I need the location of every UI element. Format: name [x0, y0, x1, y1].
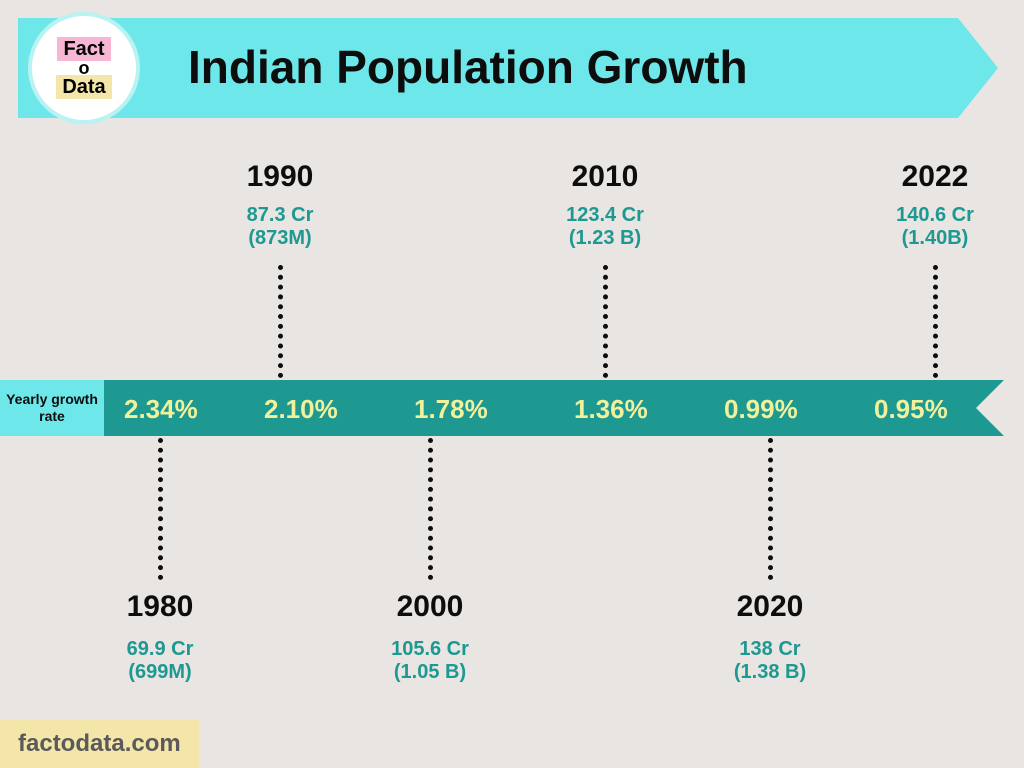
entry-year: 2000 — [350, 590, 510, 624]
entry-population-alt: (699M) — [80, 661, 240, 684]
growth-rate-value: 2.34% — [124, 394, 198, 425]
entry-year: 1980 — [80, 590, 240, 624]
entry-population-cr: 140.6 Cr — [855, 204, 1015, 227]
connector-dots — [768, 438, 773, 580]
connector-dots — [428, 438, 433, 580]
entry-population-cr: 138 Cr — [690, 638, 850, 661]
entry-year: 2010 — [525, 160, 685, 194]
entry-population-alt: (1.23 B) — [525, 227, 685, 250]
connector-dots — [158, 438, 163, 580]
timeline-entry: 2022 140.6 Cr(1.40B) — [855, 160, 1015, 250]
growth-rate-value: 2.10% — [264, 394, 338, 425]
growth-rate-value: 1.78% — [414, 394, 488, 425]
timeline-entry: 2010 123.4 Cr(1.23 B) — [525, 160, 685, 250]
entry-population-cr: 87.3 Cr — [200, 204, 360, 227]
connector-dots — [933, 265, 938, 378]
entry-population-alt: (873M) — [200, 227, 360, 250]
connector-dots — [603, 265, 608, 378]
timeline-entry: 2000 105.6 Cr(1.05 B) — [350, 590, 510, 684]
logo-text-data: Data — [56, 75, 111, 99]
header-banner: Fact o Data Indian Population Growth — [18, 18, 998, 118]
entry-population-alt: (1.05 B) — [350, 661, 510, 684]
entry-population-cr: 123.4 Cr — [525, 204, 685, 227]
logo-circle: Fact o Data — [28, 12, 140, 124]
footer-website: factodata.com — [0, 720, 199, 768]
growth-rate-value: 0.99% — [724, 394, 798, 425]
entry-population-cr: 105.6 Cr — [350, 638, 510, 661]
growth-rate-bar: Yearly growth rate 2.34% 2.10% 1.78% 1.36% 0… — [0, 380, 1024, 436]
entry-population-cr: 69.9 Cr — [80, 638, 240, 661]
timeline-entry: 1980 69.9 Cr(699M) — [80, 590, 240, 684]
connector-dots — [278, 265, 283, 378]
timeline-entry: 1990 87.3 Cr(873M) — [200, 160, 360, 250]
timeline-entry: 2020 138 Cr(1.38 B) — [690, 590, 850, 684]
entry-population-alt: (1.38 B) — [690, 661, 850, 684]
entry-year: 2022 — [855, 160, 1015, 194]
rate-label: Yearly growth rate — [0, 380, 104, 436]
growth-rate-value: 0.95% — [874, 394, 948, 425]
page-title: Indian Population Growth — [188, 40, 748, 94]
entry-population-alt: (1.40B) — [855, 227, 1015, 250]
growth-rate-value: 1.36% — [574, 394, 648, 425]
entry-year: 2020 — [690, 590, 850, 624]
entry-year: 1990 — [200, 160, 360, 194]
